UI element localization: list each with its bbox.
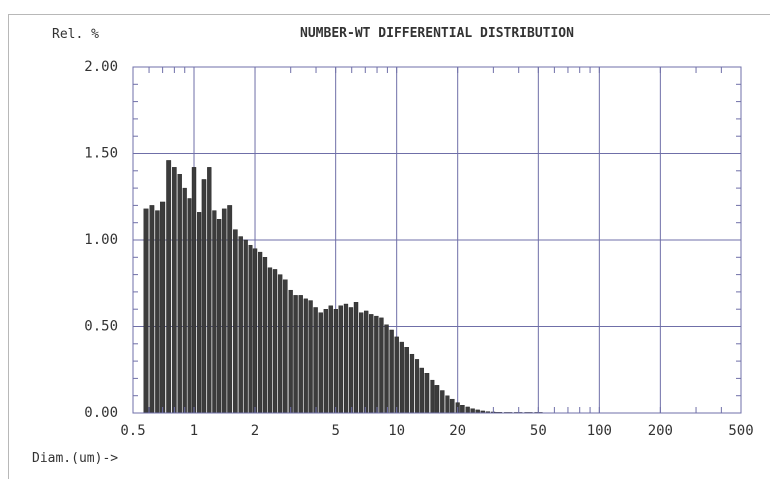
bar bbox=[449, 398, 455, 414]
bar bbox=[177, 174, 182, 414]
bar bbox=[212, 210, 217, 414]
y-axis-label: Rel. % bbox=[52, 27, 99, 42]
bar bbox=[216, 219, 222, 414]
bar bbox=[187, 198, 192, 414]
bar bbox=[424, 373, 430, 414]
bar bbox=[143, 208, 149, 414]
bar bbox=[243, 239, 248, 414]
bar bbox=[267, 267, 273, 414]
bar bbox=[445, 395, 450, 414]
bar bbox=[379, 317, 384, 414]
chart-title: NUMBER-WT DIFFERENTIAL DISTRIBUTION bbox=[300, 26, 574, 41]
bar bbox=[233, 229, 238, 414]
x-tick-label: 100 bbox=[587, 423, 612, 439]
bar bbox=[404, 347, 409, 414]
bar bbox=[409, 353, 415, 414]
axis-layer: 0.00 0.50 1.00 1.50 2.00 0.5 1 2 5 10 20 50 100 200 50… bbox=[84, 59, 753, 439]
y-tick-label: 1.50 bbox=[84, 146, 118, 162]
x-tick-label: 20 bbox=[449, 423, 466, 439]
x-tick-label: 200 bbox=[648, 423, 673, 439]
bar bbox=[384, 324, 389, 414]
bar bbox=[149, 205, 155, 414]
bar bbox=[328, 305, 333, 414]
bar bbox=[440, 390, 445, 414]
bar bbox=[191, 167, 197, 414]
bar bbox=[419, 367, 424, 414]
bar bbox=[414, 359, 420, 414]
bar bbox=[258, 251, 263, 414]
x-tick-label: 10 bbox=[388, 423, 405, 439]
y-tick-label: 2.00 bbox=[84, 59, 118, 75]
bar bbox=[288, 289, 293, 414]
bars-layer bbox=[143, 160, 543, 414]
bar bbox=[282, 279, 288, 414]
y-tick-label: 1.00 bbox=[84, 232, 118, 248]
bar bbox=[343, 303, 349, 414]
bar bbox=[227, 205, 233, 414]
bar bbox=[374, 315, 379, 414]
bar bbox=[207, 167, 212, 414]
bar bbox=[333, 309, 338, 414]
bar bbox=[465, 406, 470, 414]
bar bbox=[272, 269, 278, 414]
bar bbox=[359, 312, 364, 414]
bar bbox=[238, 236, 243, 414]
bar bbox=[430, 379, 435, 414]
bar bbox=[298, 295, 303, 414]
bar bbox=[197, 212, 202, 414]
x-tick-label: 0.5 bbox=[120, 423, 145, 439]
x-tick-label: 1 bbox=[190, 423, 198, 439]
bar bbox=[323, 309, 328, 414]
x-tick-label: 500 bbox=[728, 423, 753, 439]
bar bbox=[201, 179, 207, 414]
bar bbox=[369, 314, 374, 414]
bar bbox=[308, 300, 313, 414]
bar bbox=[348, 307, 354, 414]
bar bbox=[182, 187, 187, 414]
bar bbox=[460, 405, 465, 414]
bar bbox=[303, 298, 308, 414]
bar bbox=[155, 210, 160, 414]
x-axis-label: Diam.(um)-> bbox=[32, 451, 118, 466]
bar bbox=[434, 385, 440, 414]
bar bbox=[399, 341, 404, 414]
y-tick-label: 0.00 bbox=[84, 405, 118, 421]
bar bbox=[166, 160, 172, 414]
bar bbox=[293, 295, 298, 414]
chart-frame bbox=[8, 14, 770, 444]
frame-footer-line bbox=[8, 444, 9, 479]
bar bbox=[363, 310, 369, 414]
bar bbox=[248, 244, 253, 414]
bar bbox=[394, 336, 399, 414]
bar bbox=[353, 302, 359, 414]
x-tick-label: 5 bbox=[331, 423, 339, 439]
bar bbox=[262, 257, 268, 414]
bar bbox=[313, 307, 318, 414]
bar bbox=[470, 408, 475, 414]
bar bbox=[172, 167, 177, 414]
bar bbox=[389, 329, 394, 414]
x-tick-label: 50 bbox=[530, 423, 547, 439]
bar bbox=[318, 312, 323, 414]
bar bbox=[160, 201, 166, 414]
bar bbox=[252, 248, 258, 414]
bar bbox=[277, 274, 283, 414]
x-tick-label: 2 bbox=[251, 423, 259, 439]
bar bbox=[221, 208, 227, 414]
bar bbox=[338, 305, 343, 414]
y-tick-label: 0.50 bbox=[84, 319, 118, 335]
